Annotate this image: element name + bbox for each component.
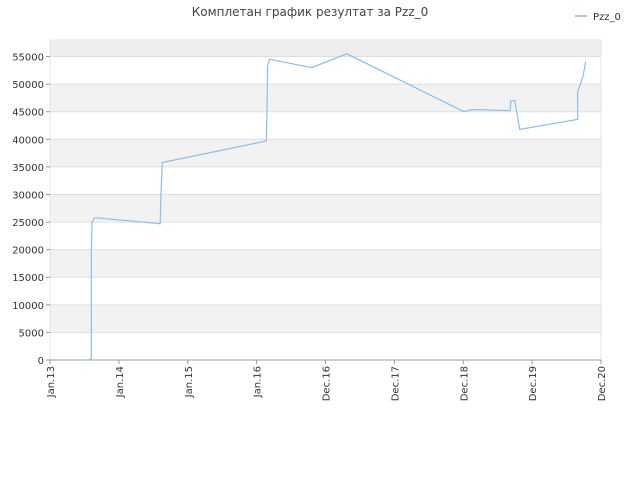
legend-label: Pzz_0 (593, 12, 621, 23)
y-tick-label: 55000 (12, 53, 44, 64)
y-tick-label: 0 (38, 356, 44, 367)
y-tick-label: 30000 (12, 190, 44, 201)
grid-band (50, 249, 601, 278)
y-tick-label: 25000 (12, 218, 44, 229)
series-line (88, 53, 587, 361)
x-tick-label: Dec.18 (459, 366, 470, 401)
x-tick-label: Dec.20 (597, 366, 608, 401)
y-tick-label: 35000 (12, 163, 44, 174)
chart-title: Комплетан график резултат за Pzz_0 (192, 5, 429, 19)
grid-band (50, 304, 601, 333)
x-tick-label: Jan.16 (253, 366, 264, 398)
y-tick-label: 45000 (12, 108, 44, 119)
x-tick-label: Jan.13 (46, 366, 57, 398)
x-tick-label: Dec.17 (390, 366, 401, 401)
grid-band (50, 194, 601, 223)
grid-band (50, 40, 601, 57)
x-tick-label: Jan.14 (115, 366, 126, 398)
y-tick-label: 15000 (12, 273, 44, 284)
y-tick-label: 5000 (19, 328, 44, 339)
y-tick-label: 10000 (12, 301, 44, 312)
grid-band (50, 84, 601, 112)
grid-band (50, 139, 601, 167)
y-tick-label: 40000 (12, 135, 44, 146)
x-tick-label: Dec.19 (528, 366, 539, 401)
y-tick-label: 20000 (12, 246, 44, 257)
y-tick-label: 50000 (12, 80, 44, 91)
x-tick-label: Dec.16 (322, 366, 333, 401)
x-tick-label: Jan.15 (184, 366, 195, 398)
